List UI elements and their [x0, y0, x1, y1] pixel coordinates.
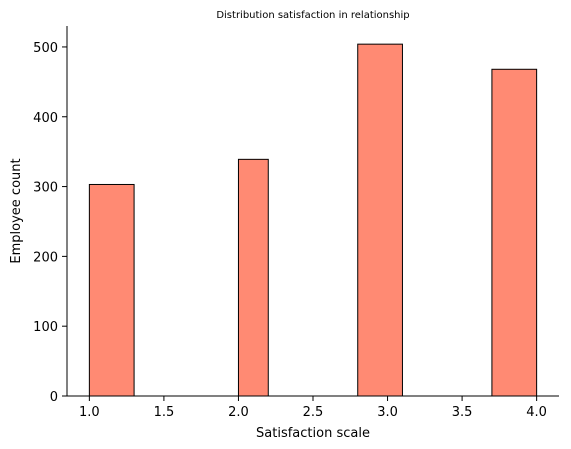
x-tick-label: 1.0 — [79, 405, 100, 420]
y-tick-label: 400 — [33, 111, 58, 126]
y-tick-label: 0 — [50, 390, 58, 405]
x-ticks: 1.0 1.5 2.0 2.5 3.0 3.5 4.0 — [79, 396, 547, 420]
histogram-bar-3 — [357, 43, 403, 397]
x-axis-label: Satisfaction scale — [256, 426, 370, 441]
histogram-bar-4 — [491, 68, 538, 397]
y-tick-label: 500 — [33, 41, 58, 56]
x-tick-label: 3.5 — [452, 405, 473, 420]
x-tick-label: 2.5 — [303, 405, 324, 420]
y-tick-label: 200 — [33, 250, 58, 265]
y-tick-label: 100 — [33, 320, 58, 335]
x-tick-label: 1.5 — [154, 405, 175, 420]
chart-title: Distribution satisfaction in relationshi… — [216, 10, 409, 21]
x-tick-label: 4.0 — [526, 405, 547, 420]
y-ticks: 0 100 200 300 400 500 — [33, 41, 67, 405]
x-tick-label: 3.0 — [377, 405, 398, 420]
histogram-bar-1 — [88, 183, 135, 397]
x-tick-label: 2.0 — [228, 405, 249, 420]
bars-layer — [88, 43, 538, 397]
y-axis-label: Employee count — [9, 158, 24, 263]
histogram-bar-2 — [237, 158, 269, 397]
y-tick-label: 300 — [33, 181, 58, 196]
